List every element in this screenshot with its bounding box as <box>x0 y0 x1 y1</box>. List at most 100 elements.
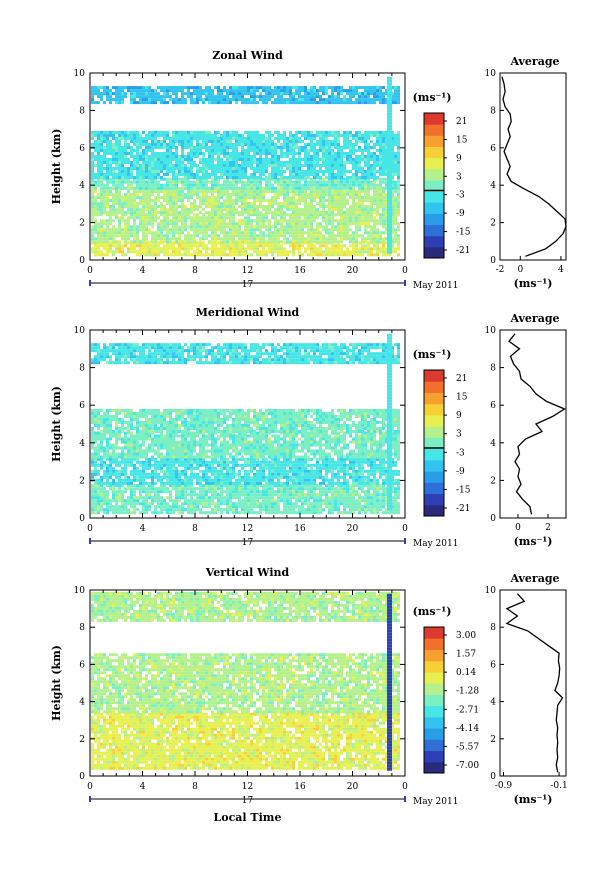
heatmap-cell <box>184 253 187 257</box>
heatmap-cell <box>190 160 193 164</box>
heatmap-cell <box>268 151 271 155</box>
heatmap-cell <box>331 231 334 235</box>
heatmap-cell <box>394 237 397 241</box>
heatmap-cell <box>154 136 157 140</box>
heatmap-cell <box>133 101 136 105</box>
heatmap-cell <box>301 493 304 497</box>
heatmap-cell <box>145 244 148 248</box>
heatmap-cell <box>280 213 283 217</box>
heatmap-cell <box>181 130 184 134</box>
heatmap-cell <box>319 490 322 494</box>
heatmap-cell <box>166 250 169 254</box>
heatmap-cell <box>391 240 394 244</box>
heatmap-cell <box>91 163 94 167</box>
heatmap-cell <box>130 493 133 497</box>
heatmap-cell <box>283 247 286 251</box>
heatmap-cell <box>256 169 259 173</box>
heatmap-cell <box>265 211 268 215</box>
heatmap-cell <box>124 130 127 134</box>
heatmap-cell <box>184 101 187 105</box>
heatmap-cell <box>238 151 241 155</box>
heatmap-cell <box>175 216 178 220</box>
heatmap-cell <box>100 142 103 146</box>
heatmap-cell <box>139 484 142 488</box>
heatmap-cell <box>118 208 121 212</box>
heatmap-cell <box>352 166 355 170</box>
heatmap-cell <box>145 487 148 491</box>
heatmap-cell <box>358 136 361 140</box>
heatmap-cell <box>337 199 340 203</box>
heatmap-cell <box>316 250 319 254</box>
heatmap-cell <box>325 211 328 215</box>
heatmap-cell <box>304 177 307 181</box>
heatmap-cell <box>304 208 307 212</box>
heatmap-cell <box>121 133 124 137</box>
heatmap-cell <box>115 95 118 99</box>
heatmap-cell <box>385 228 388 232</box>
heatmap-cell <box>118 247 121 251</box>
heatmap-cell <box>193 205 196 209</box>
heatmap-cell <box>232 142 235 146</box>
heatmap-cell <box>325 133 328 137</box>
heatmap-cell <box>271 186 274 190</box>
heatmap-cell <box>229 180 232 184</box>
heatmap-cell <box>289 231 292 235</box>
heatmap-cell <box>136 154 139 158</box>
heatmap-cell <box>280 172 283 176</box>
heatmap-cell <box>136 89 139 93</box>
heatmap-cell <box>340 151 343 155</box>
heatmap-cell <box>157 250 160 254</box>
heatmap-cell <box>361 177 364 181</box>
heatmap-cell <box>277 237 280 241</box>
heatmap-cell <box>181 157 184 161</box>
heatmap-cell <box>193 216 196 220</box>
heatmap-cell <box>211 484 214 488</box>
heatmap-cell <box>343 213 346 217</box>
heatmap-cell <box>220 139 223 143</box>
heatmap-cell <box>103 139 106 143</box>
heatmap-cell <box>160 157 163 161</box>
heatmap-cell <box>358 175 361 179</box>
heatmap-cell <box>397 136 400 140</box>
heatmap-cell <box>166 148 169 152</box>
heatmap-cell <box>169 157 172 161</box>
heatmap-cell <box>376 244 379 248</box>
heatmap-cell <box>271 154 274 158</box>
heatmap-cell <box>97 133 100 137</box>
heatmap-cell <box>397 175 400 179</box>
heatmap-cell <box>313 199 316 203</box>
heatmap-cell <box>373 487 376 491</box>
heatmap-cell <box>187 487 190 491</box>
heatmap-cell <box>166 199 169 203</box>
heatmap-cell <box>349 130 352 134</box>
heatmap-cell <box>295 157 298 161</box>
heatmap-cell <box>193 199 196 203</box>
heatmap-cell <box>286 228 289 232</box>
heatmap-cell <box>355 237 358 241</box>
heatmap-cell <box>91 205 94 209</box>
heatmap-cell <box>364 157 367 161</box>
heatmap-cell <box>397 133 400 137</box>
heatmap-cell <box>217 101 220 105</box>
heatmap-cell <box>127 208 130 212</box>
heatmap-cell <box>289 222 292 226</box>
heatmap-cell <box>148 231 151 235</box>
heatmap-cell <box>367 225 370 229</box>
heatmap-cell <box>121 166 124 170</box>
heatmap-cell <box>361 86 364 90</box>
heatmap-cell <box>268 130 271 134</box>
heatmap-cell <box>247 139 250 143</box>
heatmap-cell <box>199 186 202 190</box>
heatmap-cell <box>316 216 319 220</box>
heatmap-cell <box>142 148 145 152</box>
heatmap-cell <box>316 139 319 143</box>
heatmap-cell <box>280 222 283 226</box>
heatmap-cell <box>394 247 397 251</box>
heatmap-cell <box>181 151 184 155</box>
heatmap-cell <box>190 163 193 167</box>
heatmap-cell <box>298 193 301 197</box>
heatmap-cell <box>130 496 133 500</box>
heatmap-cell <box>145 205 148 209</box>
heatmap-cell <box>247 183 250 187</box>
heatmap-cell <box>112 187 115 191</box>
